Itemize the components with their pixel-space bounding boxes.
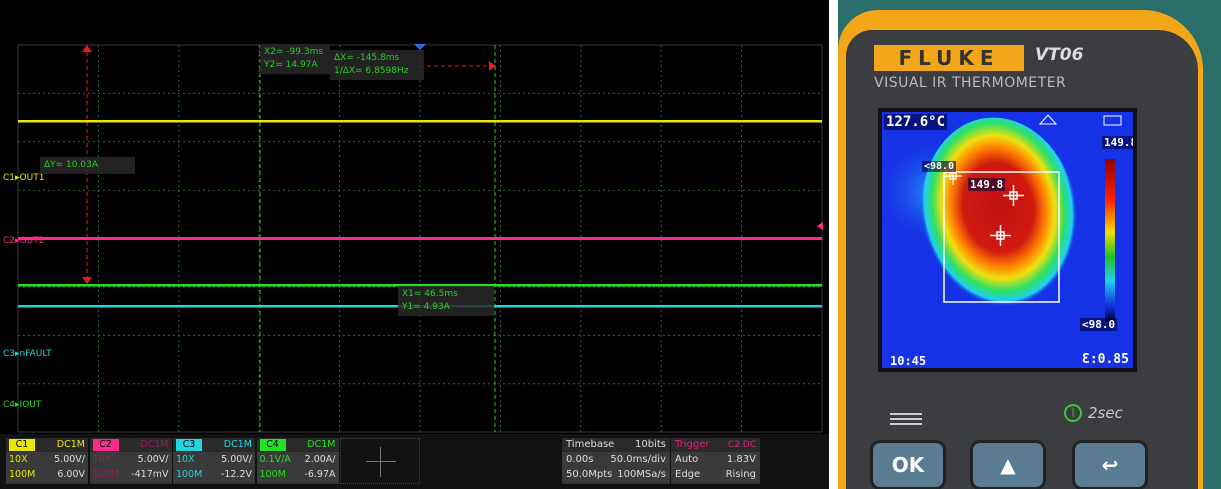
coupling: DC1M — [307, 439, 336, 450]
model-label: VT06 — [1035, 45, 1084, 65]
clock: 10:45 — [890, 354, 927, 368]
offset: 6.00V — [57, 469, 85, 480]
emissivity: Ɛ:0.85 — [1082, 352, 1129, 367]
channel-tag: C1 — [9, 439, 35, 451]
trace-c1 — [18, 120, 822, 123]
bandwidth: 100M — [176, 469, 203, 480]
bandwidth: 100M — [9, 469, 36, 480]
trigger-box[interactable]: Trigger C2 DC Auto 1.83V Edge Rising — [671, 438, 760, 484]
auto-off-label: 2sec — [1088, 404, 1123, 422]
arrow-down-icon — [82, 277, 92, 284]
crosshair-icon — [1003, 185, 1024, 206]
scale-max: 149.8 — [1102, 136, 1133, 149]
probe: 10X — [176, 454, 195, 465]
arrow-up-icon — [82, 45, 92, 52]
offset: -6.97A — [304, 469, 336, 480]
oscilloscope-screen: C1▸OUT1 C2▸OUT2 C3▸nFAULT C4▸IOUT X2= -9… — [0, 0, 829, 489]
touch-area[interactable] — [340, 438, 420, 484]
brand-logo: FLUKE — [874, 45, 1024, 71]
warning-icon — [1038, 114, 1058, 125]
coupling: DC1M — [223, 439, 252, 450]
up-button[interactable]: ▲ — [970, 440, 1046, 489]
scale: 2.00A/ — [304, 454, 336, 465]
thermal-screen: 127.6°C 149.8 <98.0 149.8 <98.0 10:45 Ɛ:… — [878, 108, 1137, 372]
channel-tag: C2 — [92, 439, 119, 451]
trace-c4 — [18, 284, 822, 287]
cursor-x1-readout: X1= 46.5ms Y1= 4.93A — [398, 286, 494, 316]
trigger-level-icon[interactable] — [817, 222, 823, 230]
offset: -417mV — [131, 469, 169, 480]
measurement-box — [943, 171, 1060, 303]
arrow-up-icon: ▲ — [1000, 453, 1016, 477]
channel-label-c4[interactable]: C4▸IOUT — [3, 400, 42, 410]
cursor-dy-readout: ΔY= 10.03A — [40, 157, 135, 174]
crosshair-icon — [990, 225, 1011, 246]
coupling: DC1M — [56, 439, 85, 450]
trigger-position-icon[interactable] — [414, 44, 426, 50]
bandwidth: 100M — [259, 469, 286, 480]
trace-c2 — [18, 237, 822, 240]
back-button[interactable]: ↩ — [1072, 440, 1148, 489]
channel-box-c4[interactable]: C4 DC1M 0.1V/A 2.00A/ 100M -6.97A — [256, 438, 339, 484]
channel-label-c1[interactable]: C1▸OUT1 — [3, 173, 45, 183]
timebase-box[interactable]: Timebase 10bits 0.00s 50.0ms/div 50.0Mpts 1… — [562, 438, 670, 484]
probe: 10X — [92, 454, 112, 465]
menu-icon — [890, 410, 922, 428]
color-scale-bar — [1105, 159, 1115, 322]
bandwidth: 100M — [92, 469, 119, 480]
power-icon: | — [1064, 404, 1082, 422]
arrow-right-icon — [489, 61, 496, 71]
ok-button[interactable]: OK — [870, 440, 946, 489]
channel-box-c2[interactable]: C2 DC1M 10X 5.00V/ 100M -417mV — [89, 438, 172, 484]
scale: 5.00V/ — [137, 454, 169, 465]
subtitle-label: VISUAL IR THERMOMETER — [874, 75, 1067, 91]
back-arrow-icon: ↩ — [1101, 453, 1119, 477]
thermometer-photo: FLUKE VT06 VISUAL IR THERMOMETER 127.6°C… — [838, 0, 1221, 489]
probe: 0.1V/A — [259, 454, 291, 465]
scale: 5.00V/ — [221, 454, 252, 465]
status-panel: C1 DC1M 10X 5.00V/ 100M 6.00V C2 DC1M 10X 5.00… — [0, 434, 829, 489]
battery-icon — [1103, 115, 1122, 126]
scale: 5.00V/ — [54, 454, 85, 465]
offset: -12.2V — [220, 469, 252, 480]
channel-tag: C4 — [259, 439, 286, 451]
cursor-x2-readout: X2= -99.3ms Y2= 14.97A — [260, 44, 330, 74]
channel-box-c1[interactable]: C1 DC1M 10X 5.00V/ 100M 6.00V — [6, 438, 88, 484]
cold-spot-label: <98.0 — [922, 161, 957, 172]
channel-tag: C3 — [176, 439, 202, 451]
coupling: DC1M — [140, 439, 169, 450]
channel-label-c2[interactable]: C2▸OUT2 — [3, 236, 45, 246]
scale-min: <98.0 — [1080, 318, 1118, 331]
thermal-image — [882, 114, 1122, 322]
center-temperature: 127.6°C — [884, 114, 948, 130]
probe: 10X — [9, 454, 28, 465]
channel-label-c3[interactable]: C3▸nFAULT — [3, 349, 52, 359]
channel-box-c3[interactable]: C3 DC1M 10X 5.00V/ 100M -12.2V — [173, 438, 255, 484]
hot-spot-label: 149.8 — [968, 178, 1006, 191]
cursor-delta-readout: ΔX= -145.8ms 1/ΔX= 6.8598Hz — [330, 50, 424, 80]
